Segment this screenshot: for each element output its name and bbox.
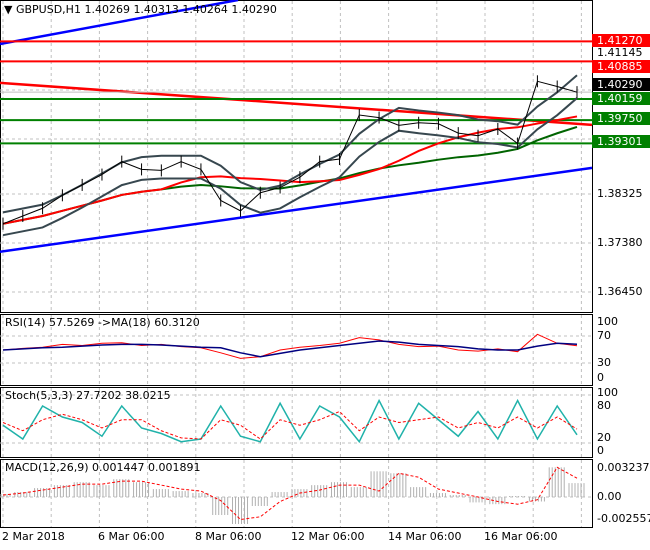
rsi-title: RSI(14) 57.5269 ->MA(18) 60.3120 [5, 316, 200, 329]
rsi-tick: 0 [597, 371, 604, 384]
level-tag-resistance: 1.40885 [592, 60, 650, 73]
time-tick: 6 Mar 06:00 [98, 530, 165, 543]
trendline [0, 81, 593, 127]
time-tick: 8 Mar 06:00 [195, 530, 262, 543]
stoch-tick: 80 [597, 399, 611, 412]
time-tick: 16 Mar 06:00 [484, 530, 558, 543]
rsi-line [2, 333, 578, 359]
bollinger-lower [2, 97, 578, 237]
rsi-tick: 100 [597, 315, 618, 328]
macd-tick: -0.002557 [597, 513, 650, 525]
stoch-title: Stoch(5,3,3) 27.7202 38.0215 [5, 389, 171, 402]
stoch-signal-line [2, 410, 578, 440]
level-tag-support: 1.39750 [592, 112, 650, 125]
current-price-tag: 1.40290 [592, 78, 650, 91]
time-tick: 2 Mar 2018 [2, 530, 65, 543]
price-tick: 1.38325 [597, 187, 643, 200]
level-tag-support: 1.40159 [592, 92, 650, 105]
long-ma-line [2, 125, 578, 225]
symbol-label: GBPUSD,H1 [15, 3, 81, 16]
bollinger-upper [2, 74, 578, 214]
rsi-tick: 70 [597, 329, 611, 342]
ohlc-values: 1.40269 1.40313 1.40264 1.40290 [84, 3, 277, 16]
price-line [2, 80, 578, 225]
panel-border [0, 459, 593, 528]
time-tick: 14 Mar 06:00 [388, 530, 462, 543]
price-tick-hidden: 1.41145 [597, 46, 643, 59]
symbol-header: ▼ GBPUSD,H1 1.40269 1.40313 1.40264 1.40… [4, 3, 277, 16]
macd-tick: 0.003237 [597, 461, 650, 474]
stoch-tick: 100 [597, 386, 618, 399]
price-tick: 1.36450 [597, 285, 643, 298]
macd-signal-line [2, 466, 578, 521]
stoch-tick: 20 [597, 431, 611, 444]
panel-border [0, 387, 593, 458]
dropdown-triangle-icon[interactable]: ▼ [4, 3, 13, 16]
stoch-tick: 0 [597, 444, 604, 457]
ma-line [2, 115, 578, 225]
panel-border [0, 0, 593, 313]
price-tick: 1.37380 [597, 236, 643, 249]
trendline [0, 0, 239, 46]
trendline [0, 166, 593, 254]
rsi-ma-line [2, 340, 578, 358]
level-tag-support: 1.39301 [592, 135, 650, 148]
level-tag-resistance: 1.41270 [592, 34, 650, 47]
rsi-tick: 30 [597, 356, 611, 369]
panel-border [0, 314, 593, 386]
time-tick: 12 Mar 06:00 [291, 530, 365, 543]
stoch-main-line [2, 398, 578, 444]
macd-title: MACD(12,26,9) 0.001447 0.001891 [5, 461, 201, 474]
macd-tick: 0.00 [597, 490, 622, 503]
